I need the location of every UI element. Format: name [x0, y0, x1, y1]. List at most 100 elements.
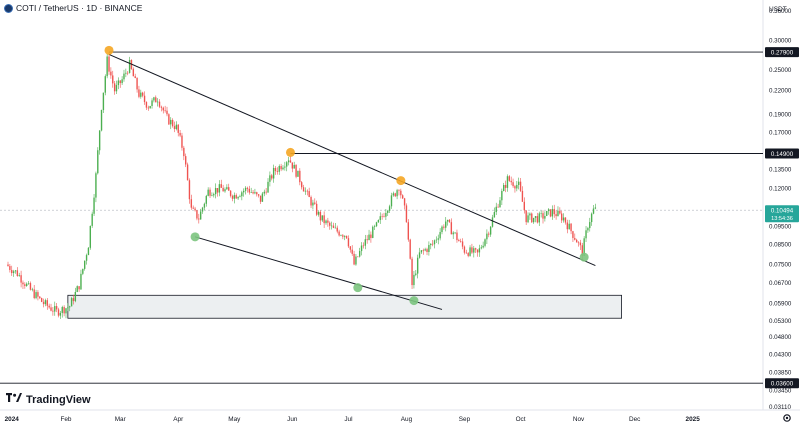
candle-body — [291, 162, 294, 169]
candle-body — [271, 175, 273, 179]
candle — [27, 280, 30, 285]
candle-body — [330, 225, 333, 227]
candle-body — [151, 100, 153, 106]
candle-body — [241, 192, 243, 197]
candle-body — [95, 173, 97, 198]
candle-body — [289, 160, 292, 163]
candle-body — [452, 232, 454, 235]
candle-body — [186, 164, 189, 181]
trendline[interactable] — [108, 53, 596, 267]
candle-body — [14, 270, 17, 272]
candle — [93, 193, 95, 216]
candle — [128, 56, 131, 74]
candle — [525, 210, 527, 225]
candle — [300, 180, 303, 190]
candle — [7, 261, 9, 267]
candle-body — [499, 200, 501, 208]
candle — [428, 241, 430, 256]
candle-body — [104, 76, 106, 93]
price-level-label: 0.03600 — [771, 380, 794, 387]
candle — [469, 245, 471, 257]
candle-body — [132, 68, 135, 77]
candle — [503, 182, 505, 192]
candle — [110, 67, 112, 79]
candle — [579, 239, 582, 250]
candle-body — [11, 269, 13, 274]
candle — [95, 171, 97, 203]
candle — [145, 101, 148, 111]
candle — [233, 192, 236, 204]
candle — [443, 224, 445, 230]
candle — [162, 106, 164, 114]
candle-body — [527, 215, 529, 223]
candle — [18, 272, 20, 277]
swing-low-marker — [579, 252, 589, 262]
candle — [422, 248, 424, 255]
candle-body — [91, 213, 93, 226]
candle — [355, 253, 357, 266]
candle — [549, 209, 552, 218]
candle-body — [388, 206, 391, 211]
candle — [237, 196, 239, 201]
time-tick-label: Jul — [344, 416, 352, 423]
candle — [123, 69, 125, 82]
candle — [489, 226, 492, 237]
candle-body — [278, 166, 280, 172]
time-tick-label: Jun — [287, 416, 298, 423]
candle-body — [327, 220, 329, 223]
candle-body — [480, 247, 482, 249]
candle — [319, 210, 322, 225]
candle-body — [525, 210, 527, 223]
candle — [501, 188, 503, 205]
candle-body — [577, 242, 580, 244]
settings-gear-icon[interactable] — [782, 413, 792, 423]
candle — [207, 187, 209, 197]
candle — [413, 271, 415, 289]
candle — [259, 195, 262, 204]
candle — [16, 267, 19, 277]
tradingview-brand[interactable]: TradingView — [6, 393, 91, 406]
candle — [59, 311, 62, 319]
price-tick-label: 0.36000 — [769, 8, 792, 15]
chart-title[interactable]: COTI / TetherUS · 1D · BINANCE — [4, 3, 142, 13]
candle — [574, 233, 576, 241]
trendline[interactable] — [194, 236, 443, 310]
candle-body — [315, 203, 318, 215]
candle-body — [443, 226, 445, 228]
candle — [330, 221, 333, 230]
candle-body — [82, 268, 84, 274]
price-tick-label: 0.03850 — [769, 370, 792, 377]
candle-body — [415, 273, 417, 275]
candle-body — [250, 192, 252, 193]
candle-body — [188, 180, 191, 200]
candle — [519, 177, 522, 193]
time-tick-label: Apr — [173, 416, 184, 423]
candle-body — [385, 212, 387, 217]
candle-body — [235, 195, 237, 199]
candle — [388, 204, 391, 213]
candle-body — [422, 250, 424, 251]
candle-body — [198, 218, 200, 220]
candle-body — [561, 213, 563, 221]
candle-body — [323, 215, 325, 224]
candle-body — [57, 309, 60, 316]
candle-body — [581, 245, 583, 256]
candle — [44, 298, 47, 307]
candle — [544, 211, 546, 222]
candle — [589, 217, 591, 232]
candle — [532, 217, 535, 224]
candle-body — [441, 226, 443, 233]
support-zone-box[interactable] — [67, 294, 622, 319]
candle-body — [433, 240, 436, 245]
candle — [179, 129, 181, 138]
candle-body — [536, 216, 539, 223]
candle-body — [353, 253, 355, 265]
price-tick-label: 0.22000 — [769, 88, 792, 95]
candle — [445, 217, 447, 232]
candle — [510, 176, 512, 186]
candle — [112, 70, 114, 88]
candle-body — [351, 249, 353, 254]
candle-body — [98, 130, 101, 151]
candle-body — [35, 292, 37, 299]
